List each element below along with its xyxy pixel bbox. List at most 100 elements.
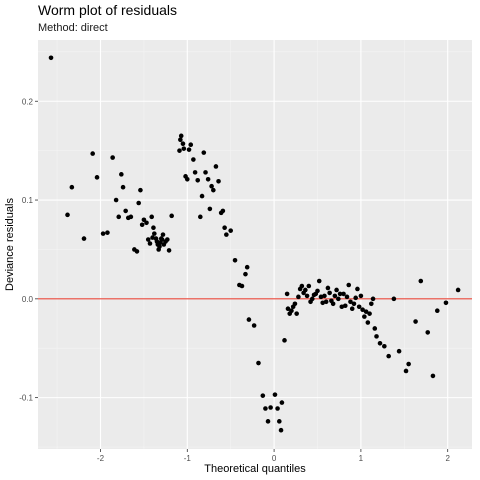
residual-point [285,306,291,312]
residual-point [151,225,156,231]
residual-point [139,222,145,228]
residual-point [265,419,271,424]
residual-point [325,285,331,291]
residual-point [413,319,418,324]
y-tick-label: 0.0 [22,295,34,304]
residual-point [220,208,226,214]
residual-point [48,55,54,61]
residual-point [184,176,190,182]
residual-point [138,187,143,193]
residual-point [374,334,379,339]
residual-point [386,353,391,359]
residual-point [455,287,461,293]
residual-point [363,309,369,314]
residual-point [165,237,170,242]
plot-panel [38,40,472,449]
residual-point [152,231,157,236]
residual-point [430,373,436,379]
residual-point [304,293,310,299]
residual-point [216,178,221,184]
residual-point [136,200,141,206]
residual-point [195,177,201,183]
residual-point [315,288,320,294]
residual-point [178,133,184,139]
residual-point [332,293,338,299]
residual-points [48,55,461,433]
x-tick-label: 2 [445,454,450,463]
residual-point [342,303,348,309]
residual-point [425,330,431,335]
residual-point [403,368,409,374]
residual-point [337,291,343,297]
residual-point [186,147,192,152]
residual-point [159,237,165,242]
residual-point [341,291,346,297]
residual-point [327,290,332,296]
residual-point [116,214,122,220]
residual-point [382,343,387,349]
residual-point [418,278,424,284]
residual-point [303,287,308,293]
residual-point [199,193,205,199]
residual-point [228,228,233,233]
residual-point [145,237,151,242]
residual-point [260,393,266,398]
residual-point [349,306,355,312]
residual-point [336,296,341,302]
residual-point [299,283,305,289]
residual-point [434,308,440,313]
residual-point [296,294,301,300]
residual-point [367,311,372,316]
residual-point [123,208,128,214]
residual-point [323,299,329,305]
x-tick-label: -1 [184,454,192,463]
residual-point [150,235,155,240]
residual-point [157,244,162,249]
residual-point [334,287,339,293]
x-tick-label: -2 [97,454,105,463]
residual-point [256,360,261,366]
residual-point [203,170,208,175]
residual-point [147,241,153,246]
y-axis-title: Deviance residuals [4,198,16,291]
residual-point [443,300,449,306]
residual-point [316,278,322,284]
residual-point [213,164,219,169]
residual-point [201,150,207,155]
residual-point [362,314,367,319]
residual-point [105,230,110,235]
chart-subtitle: Method: direct [38,22,108,34]
residual-point [94,175,100,180]
residual-point [355,286,360,292]
residual-point [110,155,115,160]
residual-point [322,293,327,299]
residual-point [207,206,213,212]
residual-point [309,296,315,302]
residual-point [134,249,140,254]
residual-point [277,419,282,424]
residual-point [391,296,397,302]
residual-point [272,392,278,397]
residual-point [128,214,134,220]
residual-point [90,151,95,156]
residual-point [177,148,182,153]
residual-point [239,283,245,289]
residual-point [320,300,326,306]
residual-point [251,323,257,328]
residual-point [119,172,124,177]
residual-point [209,183,214,189]
residual-point [351,301,357,307]
residual-point [360,307,365,313]
residual-point [406,361,411,367]
residual-point [198,214,203,220]
residual-point [279,400,285,405]
y-tick-label: 0.2 [22,97,34,106]
residual-point [192,170,198,175]
residual-point [289,308,294,313]
residual-point [358,293,364,299]
residual-point [339,304,345,310]
y-tick-label: -0.1 [19,394,33,403]
residual-point [318,294,324,300]
x-axis-title: Theoretical quantiles [204,463,306,475]
